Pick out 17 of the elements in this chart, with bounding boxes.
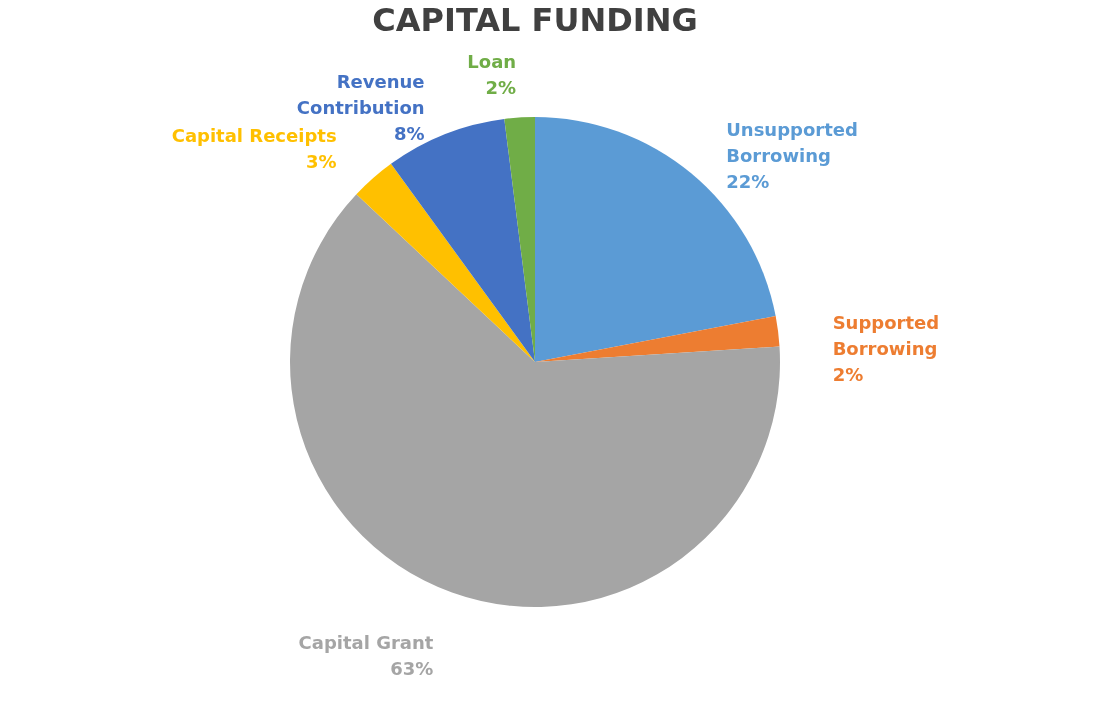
data-label: 8% xyxy=(394,123,425,145)
slice-label: Revenue Contribution xyxy=(296,71,425,119)
data-label: 22% xyxy=(726,170,770,192)
slice-label: Capital Grant xyxy=(298,632,434,654)
slice-label: Supported Borrowing xyxy=(832,312,940,360)
pie-slice xyxy=(356,163,535,362)
pie-slice xyxy=(290,194,780,607)
pie-slice xyxy=(535,316,780,362)
chart-title: CAPITAL FUNDING xyxy=(372,1,698,39)
data-label: 63% xyxy=(390,658,434,680)
slice-label: Unsupported Borrowing xyxy=(726,118,858,166)
slice-label: Capital Receipts xyxy=(171,124,337,146)
pie-slice xyxy=(390,118,535,362)
data-label: 3% xyxy=(306,150,337,172)
slice-label: Loan xyxy=(467,50,517,72)
data-label: 2% xyxy=(832,364,864,386)
data-label: 2% xyxy=(485,76,517,98)
